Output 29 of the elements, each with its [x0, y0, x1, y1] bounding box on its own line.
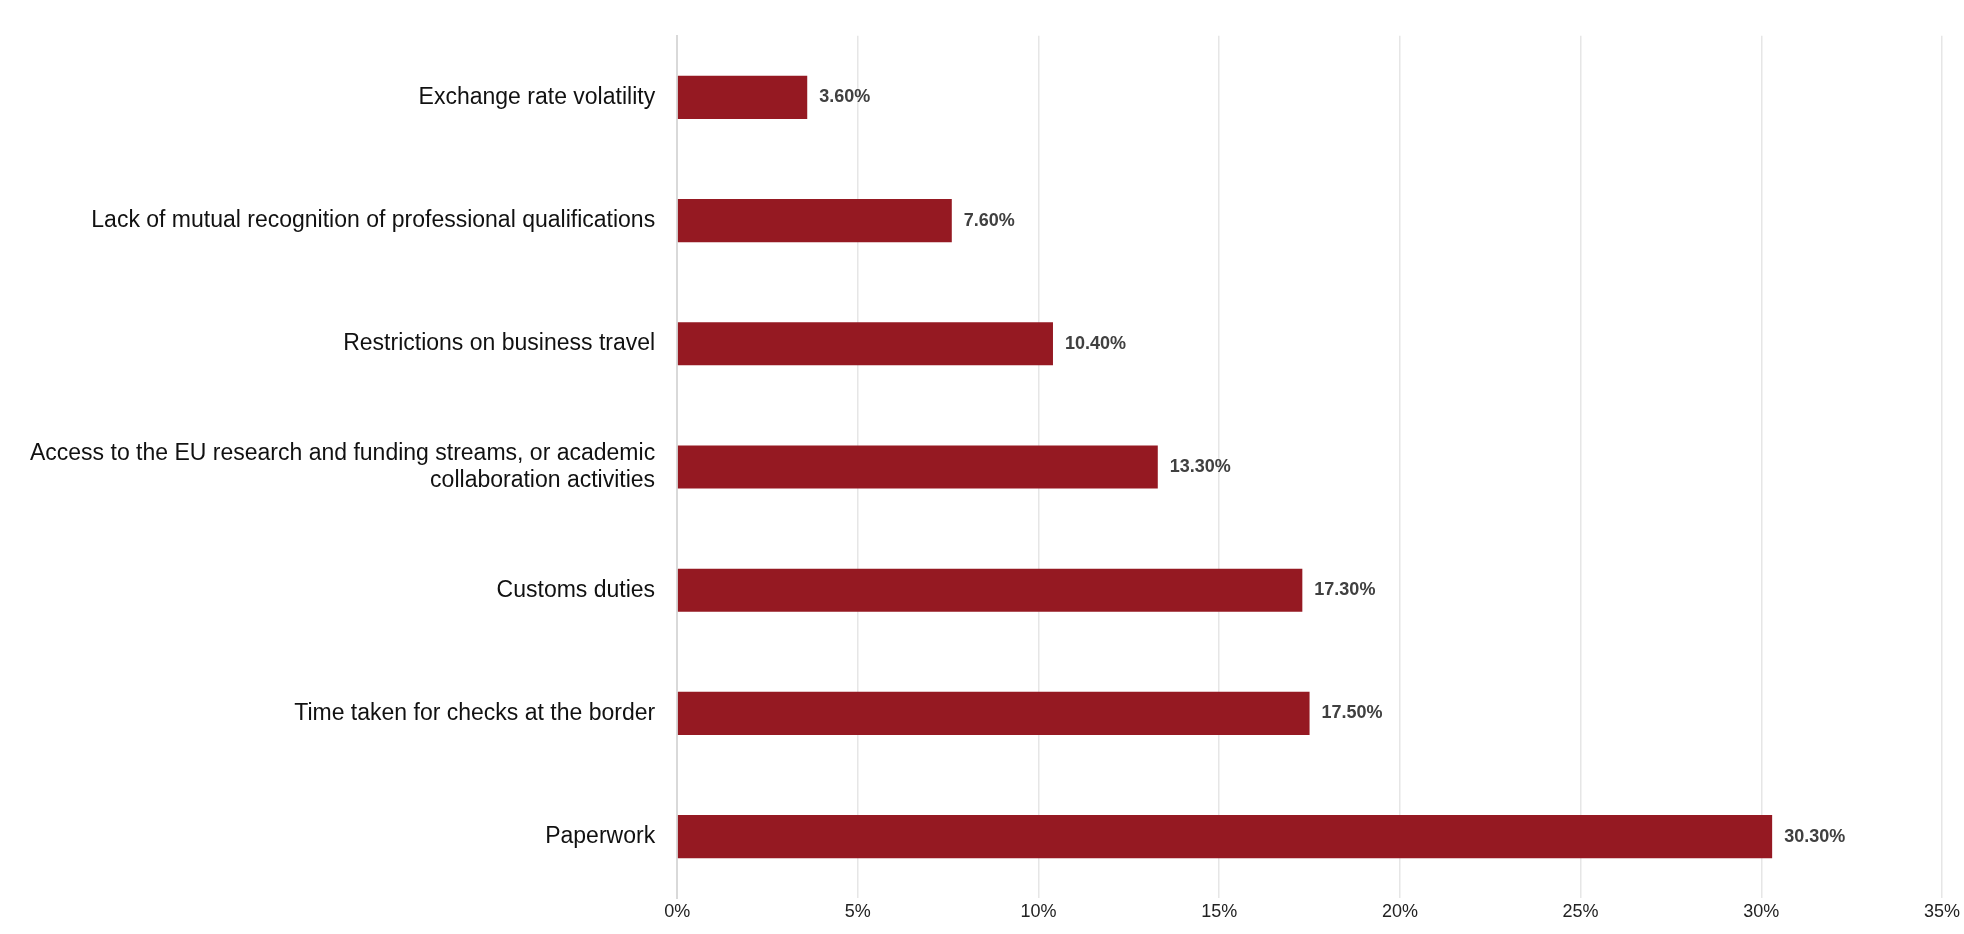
bar — [677, 199, 952, 243]
y-tick-label: Exchange rate volatility — [418, 82, 656, 109]
x-tick-label: 15% — [1201, 900, 1238, 921]
data-label: 30.30% — [1784, 825, 1846, 846]
bar — [677, 691, 1310, 735]
y-tick-label: Lack of mutual recognition of professional qualifications — [91, 205, 656, 232]
data-label: 17.50% — [1321, 702, 1383, 723]
x-tick-label: 0% — [664, 900, 691, 921]
x-tick-label: 30% — [1743, 900, 1780, 921]
x-tick-label: 5% — [844, 900, 871, 921]
data-label: 13.30% — [1169, 455, 1231, 476]
bar — [677, 445, 1158, 489]
y-tick-label: Access to the EU research and funding streams, or academic collaboration activities — [29, 438, 656, 493]
bar — [677, 568, 1303, 612]
y-tick-label: Paperwork — [545, 821, 656, 848]
data-label: 17.30% — [1314, 579, 1376, 600]
y-tick-label: Restrictions on business travel — [343, 329, 656, 356]
bar — [677, 75, 808, 119]
x-tick-label: 10% — [1020, 900, 1057, 921]
y-tick-label: Customs duties — [496, 575, 656, 602]
data-label: 7.60% — [963, 209, 1015, 230]
x-tick-label: 25% — [1562, 900, 1599, 921]
y-tick-label: Time taken for checks at the border — [294, 698, 656, 725]
data-label: 10.40% — [1064, 332, 1127, 353]
bar — [677, 815, 1773, 859]
bar — [677, 322, 1053, 366]
x-tick-label: 20% — [1381, 900, 1418, 921]
data-label: 3.60% — [819, 86, 871, 107]
x-tick-label: 35% — [1923, 900, 1961, 921]
